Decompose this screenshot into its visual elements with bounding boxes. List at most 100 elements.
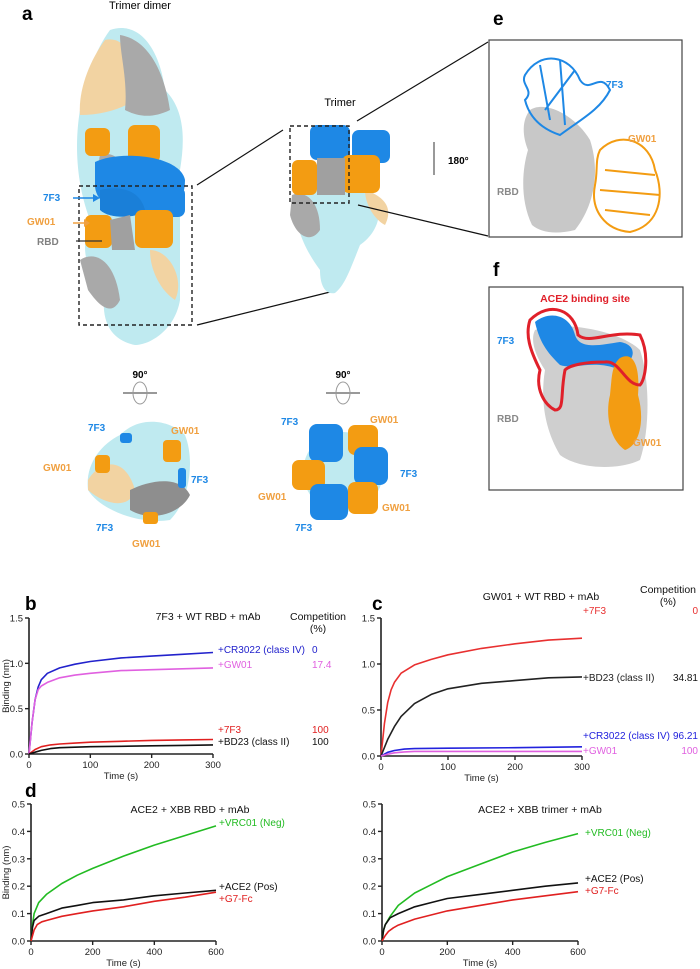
series-label: +BD23 (class II) xyxy=(583,673,654,684)
label-gw01: GW01 xyxy=(171,426,200,437)
label-gw01: GW01 xyxy=(628,134,657,145)
panel-letter-b: b xyxy=(25,594,37,615)
y-tick-label: 0.0 xyxy=(363,937,376,948)
connector-line xyxy=(356,41,489,122)
competition-value: 0 xyxy=(692,606,698,617)
x-tick-label: 200 xyxy=(439,947,455,958)
y-tick-label: 0.0 xyxy=(362,752,375,763)
x-tick-label: 200 xyxy=(144,760,160,771)
competition-unit: (%) xyxy=(310,623,326,635)
rotate-arrow-icon xyxy=(123,381,157,405)
series-line xyxy=(30,891,217,942)
x-tick-label: 0 xyxy=(379,947,384,958)
label-7f3: 7F3 xyxy=(191,475,209,486)
x-tick-label: 0 xyxy=(28,947,33,958)
top-view-left-structure xyxy=(87,421,190,524)
series-label: +CR3022 (class IV) xyxy=(583,731,670,742)
series-label: +7F3 xyxy=(583,606,607,617)
competition-header: Competition xyxy=(290,611,346,623)
label-7f3: 7F3 xyxy=(96,523,114,534)
chart-title: 7F3 + WT RBD + mAb xyxy=(156,611,261,623)
y-tick-label: 0.4 xyxy=(363,827,376,838)
y-axis-label: Binding (nm) xyxy=(1,846,12,900)
chart-b: 0.0 0.5 1.0 1.5 0 100 200 300 Time (s) Binding (n… xyxy=(1,594,346,782)
series-label: +ACE2 (Pos) xyxy=(219,882,278,893)
y-tick-label: 1.0 xyxy=(10,659,23,670)
x-tick-label: 400 xyxy=(505,947,521,958)
arrow-head-icon xyxy=(93,194,100,202)
series-label: +GW01 xyxy=(218,660,253,671)
series-label: +CR3022 (class IV) xyxy=(218,645,305,656)
y-tick-label: 0.5 xyxy=(363,800,376,811)
y-tick-label: 0.1 xyxy=(12,909,25,920)
y-tick-label: 0.0 xyxy=(10,750,23,761)
panel-letter-e: e xyxy=(493,9,504,30)
x-tick-label: 0 xyxy=(26,760,31,771)
zoom-box-dimer xyxy=(78,185,193,326)
series-label: +BD23 (class II) xyxy=(218,737,289,748)
series-line xyxy=(28,744,214,755)
y-tick-label: 0.1 xyxy=(363,909,376,920)
x-tick-label: 100 xyxy=(82,760,98,771)
x-tick-label: 300 xyxy=(574,762,590,773)
x-axis-label: Time (s) xyxy=(106,958,140,969)
y-tick-label: 0.5 xyxy=(12,800,25,811)
competition-value: 34.81 xyxy=(673,673,698,684)
label-7f3: 7F3 xyxy=(606,80,624,91)
label-7f3: 7F3 xyxy=(400,469,418,480)
competition-header: Competition xyxy=(640,584,696,596)
x-tick-label: 0 xyxy=(378,762,383,773)
top-view-right-structure xyxy=(292,424,388,520)
chart-title: GW01 + WT RBD + mAb xyxy=(483,591,600,603)
connector-line xyxy=(196,291,331,326)
label-gw01: GW01 xyxy=(382,503,411,514)
panel-letter-a: a xyxy=(22,4,33,25)
chart-c: 0.0 0.5 1.0 1.5 0 100 200 300 Time (s) c GW01 + WT… xyxy=(362,584,699,784)
series-line xyxy=(381,890,579,942)
series-label: +G7-Fc xyxy=(219,894,253,905)
y-axis-label: Binding (nm) xyxy=(1,659,12,713)
series-label: +7F3 xyxy=(218,725,242,736)
series-line xyxy=(30,825,217,942)
label-gw01: GW01 xyxy=(43,463,72,474)
connector-line xyxy=(196,129,284,186)
series-line xyxy=(380,746,583,757)
x-tick-label: 200 xyxy=(507,762,523,773)
y-tick-label: 1.5 xyxy=(362,614,375,625)
y-tick-label: 1.5 xyxy=(10,614,23,625)
series-line xyxy=(380,750,582,757)
zoom-box-trimer xyxy=(289,125,350,204)
label-7f3: 7F3 xyxy=(295,523,313,534)
panel-letter-c: c xyxy=(372,594,383,615)
competition-value: 100 xyxy=(312,737,329,748)
y-tick-label: 0.3 xyxy=(12,854,25,865)
label-7f3: 7F3 xyxy=(281,417,299,428)
y-tick-label: 0.2 xyxy=(363,882,376,893)
y-tick-label: 0.5 xyxy=(362,706,375,717)
x-tick-label: 600 xyxy=(570,947,586,958)
trimer-title: Trimer xyxy=(324,97,356,109)
panel-e: e 7F3 GW01 RBD xyxy=(488,9,683,238)
series-label: +ACE2 (Pos) xyxy=(585,874,644,885)
y-tick-label: 0.0 xyxy=(12,937,25,948)
series-line xyxy=(28,651,214,755)
competition-value: 17.4 xyxy=(312,660,332,671)
y-tick-label: 0.2 xyxy=(12,882,25,893)
label-gw01: GW01 xyxy=(132,539,161,550)
panel-a: a Trimer dimer Trimer 7F3 GW01 RBD xyxy=(22,0,489,550)
competition-value: 100 xyxy=(681,746,698,757)
panel-f: f ACE2 binding site 7F3 RBD GW01 xyxy=(488,260,684,491)
y-tick-label: 0.4 xyxy=(12,827,25,838)
x-tick-label: 100 xyxy=(440,762,456,773)
ace2-site-outline xyxy=(526,307,648,412)
y-tick-label: 0.3 xyxy=(363,854,376,865)
panel-letter-d: d xyxy=(25,781,37,802)
x-axis-label: Time (s) xyxy=(104,771,138,782)
label-gw01: GW01 xyxy=(633,438,662,449)
arrow-head-icon xyxy=(84,219,90,227)
chart-title: ACE2 + XBB RBD + mAb xyxy=(130,804,249,816)
series-line xyxy=(28,667,214,755)
chart-title: ACE2 + XBB trimer + mAb xyxy=(478,804,602,816)
panel-letter-f: f xyxy=(493,260,500,281)
